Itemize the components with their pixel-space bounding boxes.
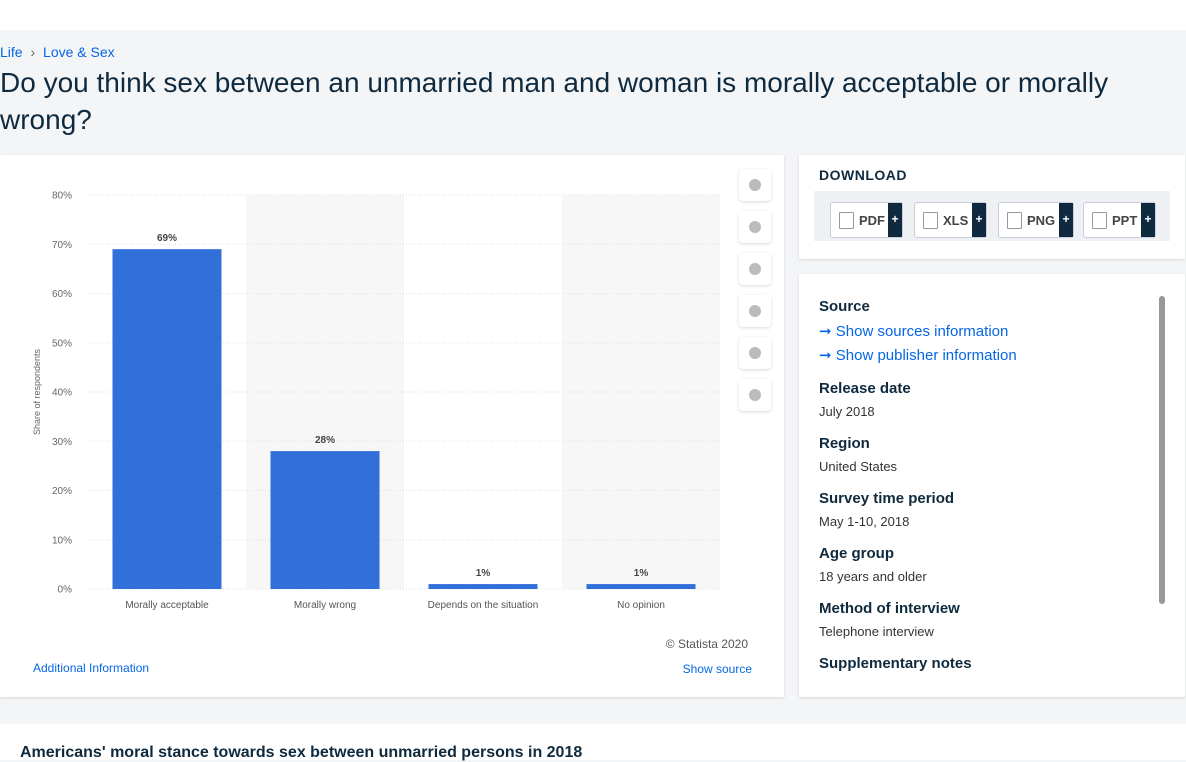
y-tick-label: 60% (52, 289, 72, 300)
download-button[interactable]: XLS + (914, 202, 987, 238)
credit: © Statista 2020 (665, 637, 748, 651)
plus-button[interactable]: + (1059, 203, 1073, 237)
value-label: 69% (157, 233, 177, 244)
file-icon (923, 212, 938, 229)
settings-button[interactable] (739, 253, 771, 285)
y-tick-label: 50% (52, 338, 72, 349)
file-icon (839, 212, 854, 229)
y-axis-label: Share of respondents (32, 348, 42, 435)
breadcrumb: Life › Love & Sex (0, 44, 115, 60)
detail-label: Supplementary notes (819, 655, 972, 672)
detail-value: United States (819, 459, 898, 474)
chart: 0% 10% 20% 30% 40% 50% 60% 70% 80% Share of respo… (32, 191, 720, 611)
cite-button[interactable] (739, 337, 771, 369)
publisher-link[interactable]: ➞ Show publisher information (819, 347, 1017, 364)
format-label: PDF (859, 213, 885, 228)
source-link[interactable]: ➞ Show sources information (819, 323, 1009, 340)
x-tick-label: Morally acceptable (125, 600, 209, 611)
top-bar (0, 0, 1186, 30)
breadcrumb-link[interactable]: Love & Sex (43, 44, 115, 60)
print-button[interactable] (739, 379, 771, 411)
source-heading: Source (819, 298, 870, 315)
detail-value: 18 years and older (819, 569, 927, 584)
value-label: 1% (476, 568, 491, 579)
page-title: Do you think sex between an unmarried ma… (0, 67, 1109, 135)
bar (270, 451, 380, 589)
download-button[interactable]: PPT + (1083, 202, 1156, 238)
bar (586, 584, 696, 589)
detail-label: Age group (819, 545, 894, 562)
y-tick-label: 40% (52, 388, 72, 399)
format-label: PPT (1112, 213, 1138, 228)
y-tick-label: 10% (52, 535, 72, 546)
publisher-link-text[interactable]: Show publisher information (835, 347, 1017, 364)
details-card: Source ➞ Show sources information ➞ Show… (799, 274, 1185, 697)
bar (112, 249, 222, 590)
detail-label: Release date (819, 380, 911, 397)
plus-button[interactable]: + (1141, 203, 1155, 237)
x-tick-label: No opinion (617, 600, 665, 611)
x-tick-label: Depends on the situation (428, 600, 539, 611)
breadcrumb-link[interactable]: Life (0, 44, 23, 60)
detail-value: Telephone interview (819, 624, 934, 639)
file-icon (1007, 212, 1022, 229)
description-card: Americans' moral stance towards sex betw… (0, 724, 1186, 761)
download-heading: DOWNLOAD (819, 167, 907, 183)
value-label: 1% (634, 568, 649, 579)
plus-button[interactable]: + (972, 203, 986, 237)
additional-info-link[interactable]: Additional Information (33, 661, 150, 675)
plus-button[interactable]: + (888, 203, 902, 237)
format-label: XLS (943, 213, 969, 228)
y-tick-label: 70% (52, 240, 72, 251)
share-button[interactable] (739, 295, 771, 327)
download-button[interactable]: PDF + (830, 202, 903, 238)
alert-button[interactable] (739, 211, 771, 243)
detail-label: Survey time period (819, 490, 955, 507)
x-tick-label: Morally wrong (294, 600, 356, 611)
download-button[interactable]: PNG + (998, 202, 1074, 238)
file-icon (1092, 212, 1107, 229)
chart-card: 0% 10% 20% 30% 40% 50% 60% 70% 80% Share of respo… (0, 155, 784, 697)
detail-value: July 2018 (819, 404, 875, 419)
y-tick-label: 20% (52, 486, 72, 497)
favorite-button[interactable] (739, 169, 771, 201)
value-label: 28% (315, 435, 335, 446)
detail-label: Method of interview (819, 600, 960, 617)
bar (428, 584, 538, 589)
source-link-text[interactable]: Show sources information (835, 323, 1009, 340)
y-tick-label: 80% (52, 191, 72, 202)
show-source-link[interactable]: Show source (682, 662, 752, 676)
detail-label: Region (819, 435, 870, 452)
format-label: PNG (1027, 213, 1056, 228)
description: Americans' moral stance towards sex betw… (20, 744, 583, 761)
y-tick-label: 0% (58, 585, 73, 596)
detail-value: May 1-10, 2018 (819, 514, 910, 529)
y-tick-label: 30% (52, 437, 72, 448)
scrollbar[interactable] (1159, 296, 1165, 604)
